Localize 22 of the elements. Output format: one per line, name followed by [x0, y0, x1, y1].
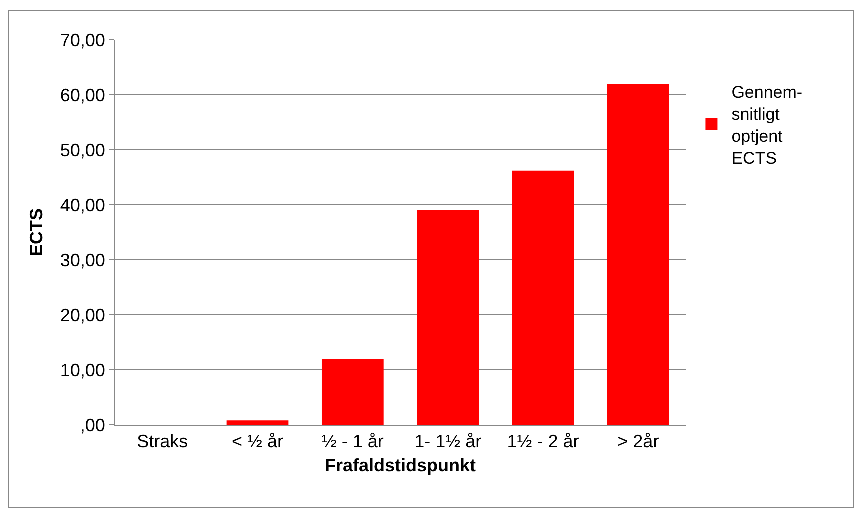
x-tick-label: ½ - 1 år — [322, 432, 384, 452]
bar — [322, 359, 384, 425]
x-tick-label: < ½ år — [232, 432, 284, 452]
x-tick-label: 1- 1½ år — [414, 432, 482, 452]
x-axis-title: Frafaldstidspunkt — [324, 456, 476, 476]
bar — [512, 170, 574, 425]
y-axis-title: ECTS — [26, 208, 47, 257]
legend-label: Gennem- snitligt optjent ECTS — [732, 82, 803, 168]
y-tick-label: 10,00 — [60, 360, 106, 380]
bar — [607, 84, 670, 425]
bar — [417, 210, 480, 425]
x-tick-label: 1½ - 2 år — [507, 432, 580, 452]
y-tick-label: 70,00 — [60, 30, 106, 50]
y-tick-label: 50,00 — [60, 140, 106, 160]
x-tick-label: Straks — [137, 432, 188, 452]
y-tick-label: 40,00 — [60, 195, 106, 216]
y-tick-label: 60,00 — [60, 85, 106, 106]
y-tick-label: 20,00 — [60, 305, 106, 326]
y-tick-label: ,00 — [80, 415, 106, 436]
bar — [226, 420, 289, 425]
y-tick-label: 30,00 — [60, 250, 106, 270]
x-tick-label: > 2år — [618, 432, 660, 452]
